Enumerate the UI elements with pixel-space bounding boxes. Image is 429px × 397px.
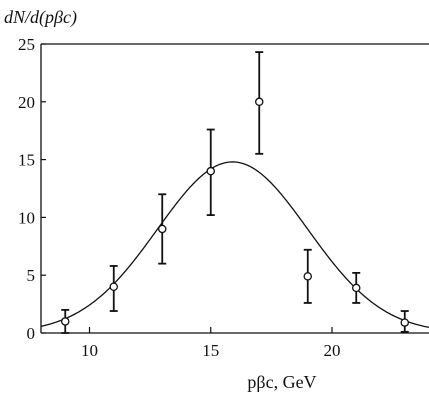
data-point <box>206 166 215 176</box>
data-point <box>157 224 167 234</box>
data-point <box>400 318 409 327</box>
plot-area <box>40 43 429 334</box>
data-point <box>351 283 361 293</box>
data-points <box>61 51 409 334</box>
x-tick-label: 20 <box>324 341 341 360</box>
y-tick-label: 25 <box>18 35 35 54</box>
y-tick-label: 0 <box>27 324 36 343</box>
data-point <box>109 282 119 292</box>
y-ticks: 0 5 10 15 20 25 <box>18 35 46 343</box>
x-tick-label: 15 <box>202 341 219 360</box>
y-tick-label: 5 <box>27 266 36 285</box>
y-tick-label: 20 <box>18 93 35 112</box>
y-axis-title: dN/d(pβc) <box>4 7 77 28</box>
y-tick-label: 15 <box>18 151 35 170</box>
data-point <box>303 272 312 281</box>
x-ticks: 10 15 20 <box>81 327 341 360</box>
data-point <box>61 317 70 326</box>
data-point <box>254 97 264 107</box>
fit-curve <box>40 161 429 329</box>
x-tick-label: 10 <box>81 341 98 360</box>
y-tick-label: 10 <box>18 208 35 227</box>
x-axis-title: pβc, GeV <box>247 372 316 392</box>
